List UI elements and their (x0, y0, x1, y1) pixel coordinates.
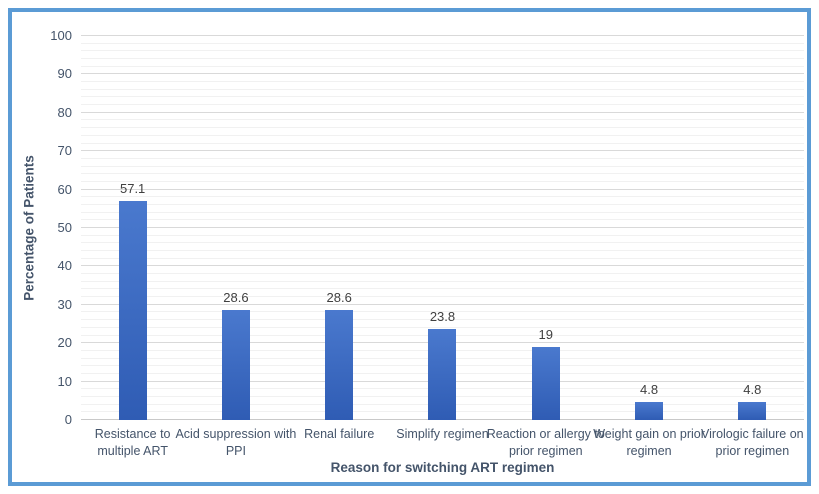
bar-value-label: 28.6 (223, 290, 249, 306)
minor-gridline (81, 242, 804, 244)
major-gridline (81, 227, 804, 228)
y-tick-label: 0 (64, 412, 72, 427)
minor-gridline (81, 157, 804, 159)
x-category-label-line: prior regimen (508, 444, 583, 458)
bar (531, 347, 560, 420)
bar (635, 401, 664, 420)
minor-gridline (81, 219, 804, 221)
x-category-label: Renal failure (274, 426, 404, 443)
x-category-label-line: Renal failure (304, 427, 375, 441)
y-tick-label: 10 (57, 373, 72, 389)
minor-gridline (81, 203, 804, 205)
minor-gridline (81, 127, 804, 129)
minor-gridline (81, 50, 804, 52)
y-tick-label: 40 (57, 258, 72, 274)
minor-gridline (81, 88, 804, 90)
bar-slot: 23.8 (391, 36, 494, 420)
major-gridline (81, 188, 804, 190)
minor-gridline (81, 119, 804, 121)
x-category-label: Resistance to multiple ART (68, 426, 198, 460)
bar-value-label: 4.8 (743, 381, 762, 397)
x-category-label-line: multiple ART (97, 444, 168, 458)
y-tick-label: 100 (50, 28, 72, 43)
major-gridline (81, 73, 804, 75)
x-category-label-line: Reaction or allergy to (486, 427, 605, 441)
x-category-label-line: Simplify regimen (396, 427, 489, 441)
x-category-label-line: Acid suppression with (175, 427, 297, 441)
bar-slot: 57.1 (81, 36, 184, 420)
y-tick-label: 80 (57, 104, 72, 120)
x-category-label: Weight gain on prior regimen (584, 426, 714, 460)
x-category-label-line: Resistance to (94, 427, 171, 441)
minor-gridline (81, 134, 804, 136)
bar (221, 310, 250, 420)
y-axis-tick-labels: 0 10 20 30 40 50 60 70 80 90 100 (24, 28, 72, 427)
bar (325, 310, 354, 420)
x-category-label-line: Weight gain on prior (593, 427, 705, 441)
minor-gridline (81, 196, 804, 198)
bar-slot: 4.8 (701, 36, 804, 420)
y-tick-label: 20 (57, 335, 72, 351)
minor-gridline (81, 211, 804, 213)
x-category-label: Simplify regimen (378, 426, 508, 443)
y-tick-label: 90 (57, 66, 72, 82)
major-gridline (81, 265, 804, 267)
major-gridline (81, 35, 804, 36)
minor-gridline (81, 173, 804, 175)
bar-slot: 28.6 (184, 36, 287, 420)
bar-value-label: 23.8 (429, 308, 456, 324)
major-gridline (81, 303, 804, 305)
x-category-label: Reaction or allergy to prior regimen (481, 426, 611, 460)
bar (118, 200, 147, 420)
minor-gridline (81, 319, 804, 321)
minor-gridline (81, 257, 804, 259)
y-tick-label: 70 (57, 143, 72, 159)
minor-gridline (81, 234, 804, 236)
chart-frame: Percentage of Patients 0 10 20 30 40 50 60 70 80… (8, 8, 811, 486)
minor-gridline (81, 96, 804, 98)
minor-gridline (81, 288, 804, 290)
x-axis-title: Reason for switching ART regimen (330, 460, 555, 475)
minor-gridline (81, 142, 804, 144)
major-gridline (81, 111, 804, 113)
bar (428, 328, 457, 420)
minor-gridline (81, 180, 804, 182)
x-category-label-line: regimen (626, 444, 672, 458)
bar-slot: 28.6 (288, 36, 391, 420)
minor-gridline (81, 250, 804, 252)
plot-area: 57.1 28.6 28.6 23.8 19 4.8 4.8 (81, 35, 804, 420)
x-category-label: Virologic failure on prior regimen (687, 426, 817, 460)
bar-value-label: 57.1 (119, 180, 146, 196)
bar (738, 401, 767, 420)
minor-gridline (81, 326, 804, 328)
bar-value-label: 19 (538, 327, 554, 343)
minor-gridline (81, 165, 804, 167)
minor-gridline (81, 81, 804, 83)
y-tick-label: 50 (57, 220, 72, 235)
minor-gridline (81, 58, 804, 60)
x-category-label-line: PPI (225, 444, 246, 458)
x-category-label-line: Virologic failure on (701, 427, 804, 441)
bar-value-label: 4.8 (640, 381, 659, 397)
bar-slot: 4.8 (597, 36, 700, 420)
y-tick-label: 30 (57, 296, 72, 312)
minor-gridline (81, 273, 804, 275)
bar-slot: 19 (494, 36, 597, 420)
x-category-label-line: prior regimen (715, 444, 790, 458)
y-tick-label: 60 (57, 181, 72, 197)
minor-gridline (81, 280, 804, 282)
minor-gridline (81, 296, 804, 298)
minor-gridline (81, 65, 804, 67)
minor-gridline (81, 311, 804, 313)
x-category-label: Acid suppression with PPI (171, 426, 301, 460)
bar-value-label: 28.6 (326, 290, 352, 306)
x-axis-category-labels: Resistance to multiple ART Acid suppressio… (81, 426, 804, 462)
major-gridline (81, 150, 804, 152)
minor-gridline (81, 42, 804, 44)
minor-gridline (81, 104, 804, 106)
